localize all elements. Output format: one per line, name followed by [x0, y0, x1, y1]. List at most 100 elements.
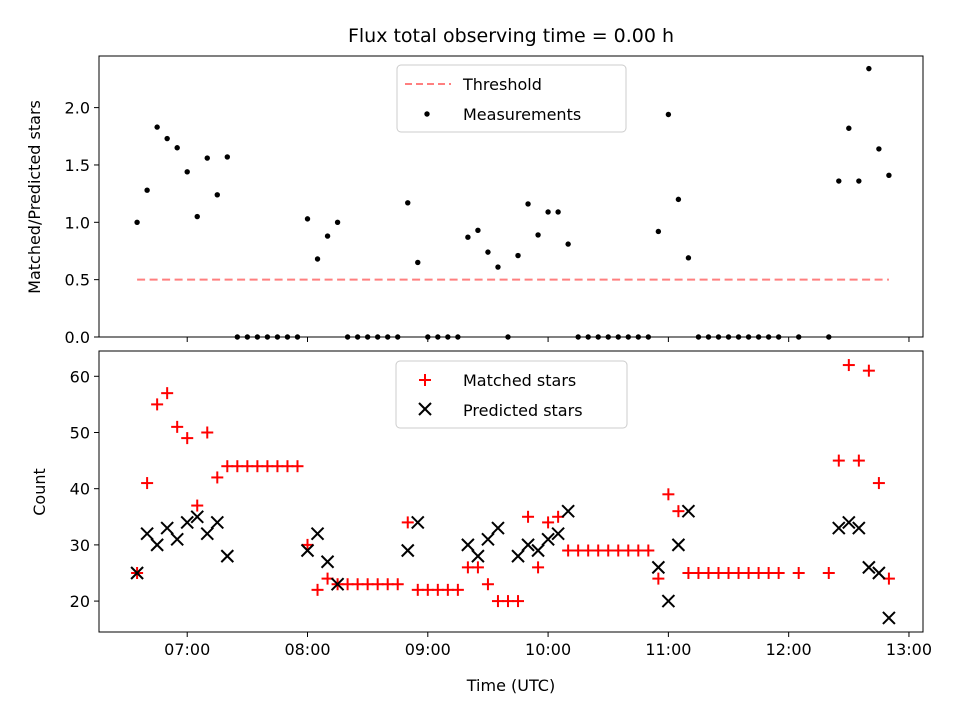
matched-star-point [602, 544, 615, 557]
measurement-point [525, 201, 531, 207]
matched-star-point [261, 460, 274, 473]
matched-star-point [281, 460, 294, 473]
predicted-star-point [210, 515, 224, 530]
predicted-star-point [170, 532, 184, 546]
bottom-y-tick-label-4: 60 [70, 367, 90, 386]
x-tick-label-3: 10:00 [525, 640, 571, 659]
matched-star-point [411, 583, 424, 596]
top-y-tick-label-4: 2.0 [65, 99, 90, 118]
legend-measurements-label: Measurements [463, 105, 581, 124]
predicted-star-point [541, 532, 555, 546]
matched-star-point [722, 566, 735, 579]
matched-star-point [712, 566, 725, 579]
bottom-y-tick-label-0: 20 [70, 592, 90, 611]
matched-star-point [341, 578, 354, 591]
predicted-star-point [671, 538, 686, 552]
measurement-point [224, 154, 231, 160]
x-tick-label-6: 13:00 [886, 640, 932, 659]
matched-star-point [291, 460, 304, 473]
matched-star-point [181, 432, 194, 445]
x-tick-label-2: 09:00 [405, 640, 451, 659]
measurement-point [866, 65, 872, 72]
matched-star-point [151, 398, 164, 411]
measurement-point [675, 196, 682, 203]
predicted-star-point [521, 538, 535, 552]
measurement-point [846, 125, 852, 131]
top-plot-frame [98, 55, 924, 338]
matched-star-point [822, 566, 835, 579]
matched-star-point [481, 578, 494, 591]
top-y-tick-label-1: 0.5 [65, 271, 90, 290]
predicted-star-point [681, 504, 696, 518]
bottom-y-tick-label-1: 30 [70, 536, 90, 555]
measurement-point [535, 232, 541, 238]
measurement-point [475, 227, 481, 234]
matched-star-point [251, 460, 264, 473]
measurement-point [555, 209, 561, 215]
measurement-point [655, 228, 662, 235]
matched-star-point [141, 477, 154, 490]
predicted-star-point [661, 594, 676, 608]
measurement-point [174, 145, 180, 151]
matched-star-point [241, 460, 254, 473]
predicted-star-point [140, 526, 154, 541]
predicted-star-point [852, 521, 866, 535]
measurement-point [856, 178, 862, 184]
matched-star-point [461, 561, 474, 574]
measurement-point [304, 216, 311, 222]
matched-star-point [662, 488, 675, 501]
matched-star-point [471, 561, 484, 574]
predicted-star-point [320, 555, 335, 569]
legend-matched-label: Matched stars [463, 371, 576, 390]
matched-star-point [642, 544, 655, 557]
measurement-point [415, 259, 421, 266]
predicted-star-point [220, 549, 235, 563]
measurement-point [886, 172, 892, 178]
matched-star-point [161, 387, 174, 400]
matched-star-point [762, 566, 775, 579]
matched-star-point [682, 566, 695, 579]
measurement-point [515, 252, 521, 259]
matched-star-point [391, 578, 404, 591]
matched-star-point [612, 544, 625, 557]
measurement-point [184, 169, 190, 175]
measurement-point [314, 256, 321, 262]
bottom-plot: 07:00 08:00 09:00 10:00 11:00 12:00 13:00 20 30 4… [70, 350, 932, 659]
matched-star-point [562, 544, 575, 557]
measurement-point [876, 146, 882, 152]
predicted-star-point [531, 543, 545, 558]
measurement-point [134, 219, 140, 226]
measurement-point [665, 111, 672, 118]
measurement-point [465, 234, 471, 240]
matched-star-point [542, 516, 555, 529]
top-legend-box [396, 64, 627, 133]
predicted-star-point [832, 521, 846, 535]
predicted-star-point [461, 538, 475, 552]
matched-star-point [772, 566, 785, 579]
matched-star-point [201, 426, 214, 439]
predicted-star-point [130, 566, 144, 580]
top-y-tick-label-3: 1.5 [65, 156, 90, 175]
matched-star-point [632, 544, 645, 557]
measurement-point [204, 155, 210, 161]
predicted-star-point [471, 549, 485, 563]
matched-star-point [421, 583, 434, 596]
top-y-tick-label-0: 0.0 [65, 328, 90, 347]
measurement-point [194, 213, 200, 220]
matched-star-point [501, 595, 514, 608]
matched-star-point [592, 544, 605, 557]
matched-star-point [351, 578, 364, 591]
measurement-point [545, 209, 551, 215]
predicted-star-point [491, 521, 505, 535]
matched-star-point [582, 544, 595, 557]
x-tick-label-5: 12:00 [766, 640, 812, 659]
predicted-star-point [862, 560, 876, 575]
matched-star-point [702, 566, 715, 579]
predicted-star-point [882, 611, 896, 625]
measurement-point [485, 249, 491, 255]
matched-star-point [862, 364, 875, 377]
predicted-star-point [160, 521, 174, 535]
top-y-tick-label-2: 1.0 [65, 213, 90, 232]
matched-star-point [842, 359, 855, 372]
